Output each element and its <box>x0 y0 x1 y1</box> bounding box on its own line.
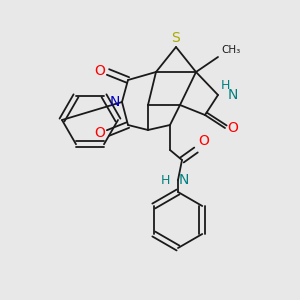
Text: H: H <box>160 173 170 187</box>
Text: N: N <box>179 173 189 187</box>
Text: O: O <box>198 134 209 148</box>
Text: N: N <box>110 95 120 109</box>
Text: O: O <box>227 121 238 135</box>
Text: S: S <box>172 31 180 45</box>
Text: N: N <box>228 88 238 102</box>
Text: H: H <box>221 79 230 92</box>
Text: CH₃: CH₃ <box>221 45 240 55</box>
Text: O: O <box>94 64 105 78</box>
Text: O: O <box>94 126 105 140</box>
